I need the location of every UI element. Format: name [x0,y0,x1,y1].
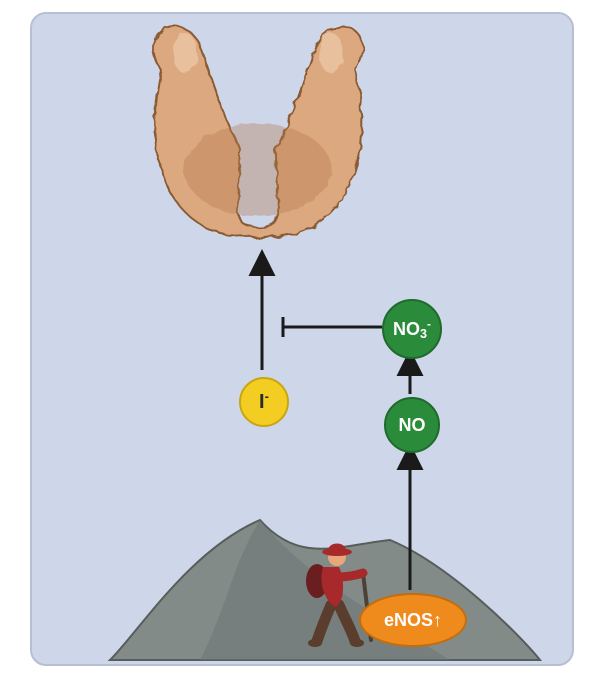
nitrate-sup: - [427,318,431,331]
thyroid-icon [153,26,362,237]
canvas: I- NO3- NO eNOS↑ [0,0,595,674]
nitrate-label: NO3- [393,319,431,340]
enos-up-arrow-icon: ↑ [433,610,442,630]
enos-text: eNOS [384,610,433,630]
enos-node: eNOS↑ [359,593,467,647]
nitrate-sub: 3 [420,327,427,341]
iodide-label: I- [259,391,269,414]
nitrate-node: NO3- [382,299,442,359]
no-label: NO [399,415,426,436]
iodide-sup: - [265,388,269,403]
enos-label: eNOS↑ [384,610,442,631]
nitrate-text: NO [393,319,420,339]
diagram-svg [0,0,595,674]
iodide-node: I- [239,377,289,427]
nitric-oxide-node: NO [384,397,440,453]
